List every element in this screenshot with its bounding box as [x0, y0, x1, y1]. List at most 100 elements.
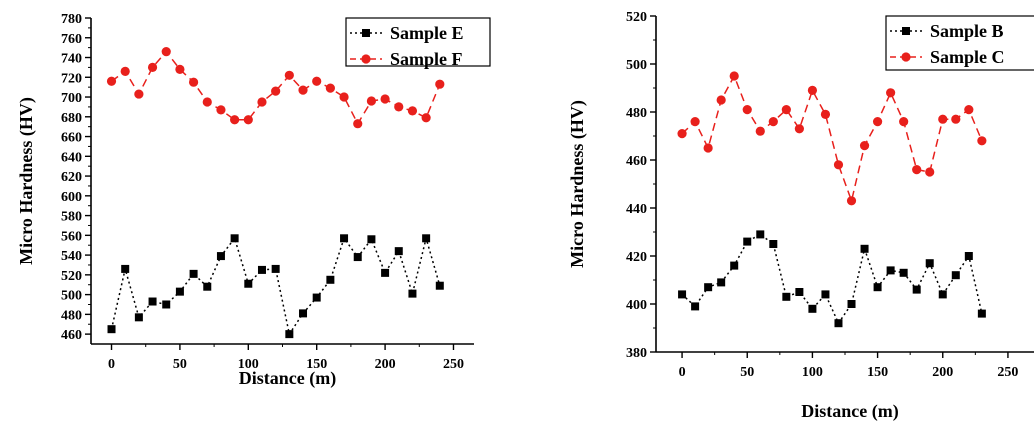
data-point: [271, 264, 280, 273]
data-point: [106, 76, 117, 86]
x-tick-label: 50: [740, 365, 754, 380]
y-tick-label: 480: [626, 106, 647, 121]
data-point: [912, 285, 921, 294]
legend-marker: [902, 27, 910, 35]
data-point: [925, 167, 935, 177]
data-point: [951, 271, 960, 280]
data-point: [743, 237, 752, 246]
data-point: [678, 290, 687, 299]
data-point: [899, 268, 908, 277]
y-tick-label: 720: [61, 71, 82, 86]
chart-1: 4604805005205405605806006206406606807007…: [16, 12, 491, 389]
data-point: [912, 165, 922, 175]
y-tick-label: 540: [61, 249, 82, 264]
data-point: [977, 309, 986, 318]
data-point: [257, 97, 267, 107]
data-point: [380, 94, 390, 104]
data-point: [742, 105, 752, 115]
series-sample-e: [107, 234, 444, 339]
data-point: [977, 136, 987, 146]
data-point: [284, 70, 294, 80]
legend: Sample E Sample F: [345, 17, 491, 69]
y-axis-title: Micro Hardness (HV): [567, 100, 588, 268]
y-tick-label: 440: [626, 202, 647, 217]
y-tick-label: 520: [61, 269, 82, 284]
data-point: [795, 288, 804, 296]
data-point: [162, 300, 171, 309]
data-point: [703, 143, 713, 153]
data-point: [257, 265, 266, 274]
data-point: [691, 302, 700, 311]
data-point: [846, 196, 857, 206]
y-tick-label: 740: [61, 52, 82, 67]
data-point: [782, 292, 791, 301]
data-point: [148, 297, 157, 306]
x-tick-label: 150: [867, 365, 888, 380]
y-tick-label: 580: [61, 210, 82, 225]
y-tick-label: 760: [61, 32, 82, 47]
data-point: [873, 283, 882, 292]
y-tick-label: 500: [626, 58, 647, 73]
data-point: [704, 283, 713, 292]
data-point: [325, 83, 335, 93]
y-tick-label: 480: [61, 308, 82, 323]
data-point: [326, 275, 335, 284]
x-tick-label: 0: [108, 357, 115, 372]
x-axis-title: Distance (m): [801, 401, 898, 421]
legend-label: Sample B: [930, 21, 1004, 41]
data-point: [366, 96, 377, 106]
data-point: [394, 247, 403, 256]
data-point: [120, 66, 130, 76]
data-point: [175, 287, 184, 296]
data-point: [408, 289, 417, 298]
y-tick-label: 380: [626, 346, 647, 361]
y-tick-label: 560: [61, 229, 82, 244]
data-point: [394, 102, 404, 112]
data-point: [951, 114, 961, 124]
data-point: [299, 309, 308, 318]
data-point: [690, 117, 700, 127]
data-point: [312, 293, 321, 302]
data-point: [367, 235, 376, 244]
legend-box: [345, 17, 491, 67]
data-point: [872, 117, 883, 127]
x-tick-label: 200: [375, 357, 396, 372]
data-point: [847, 300, 856, 308]
x-axis-title: Distance (m): [239, 368, 336, 389]
data-point: [244, 279, 253, 288]
y-tick-label: 680: [61, 111, 82, 126]
data-point: [339, 92, 349, 102]
x-tick-label: 200: [932, 365, 953, 380]
x-tick-label: 100: [238, 357, 259, 372]
data-point: [134, 89, 144, 99]
data-point: [886, 88, 896, 98]
y-axis-title: Micro Hardness (HV): [16, 97, 37, 265]
data-point: [202, 97, 212, 107]
data-point: [717, 278, 726, 287]
data-point: [188, 77, 199, 87]
data-point: [938, 290, 947, 299]
y-tick-label: 460: [626, 154, 647, 169]
data-point: [298, 85, 308, 95]
x-tick-label: 0: [679, 365, 686, 380]
legend: Sample B Sample C: [885, 15, 1034, 71]
data-point: [230, 234, 239, 243]
legend-label: Sample F: [390, 49, 463, 69]
y-tick-label: 460: [61, 328, 82, 343]
data-point: [285, 330, 294, 339]
x-tick-label: 100: [802, 365, 823, 380]
data-point: [216, 105, 226, 115]
data-point: [271, 86, 281, 96]
data-point: [435, 79, 445, 89]
data-point: [435, 281, 444, 290]
legend-marker: [362, 29, 370, 37]
data-point: [938, 114, 948, 124]
x-tick-label: 150: [306, 357, 327, 372]
data-point: [230, 115, 240, 125]
data-point: [134, 313, 143, 322]
y-tick-label: 700: [61, 91, 82, 106]
data-point: [340, 234, 349, 243]
data-point: [794, 124, 804, 134]
data-point: [807, 85, 818, 95]
